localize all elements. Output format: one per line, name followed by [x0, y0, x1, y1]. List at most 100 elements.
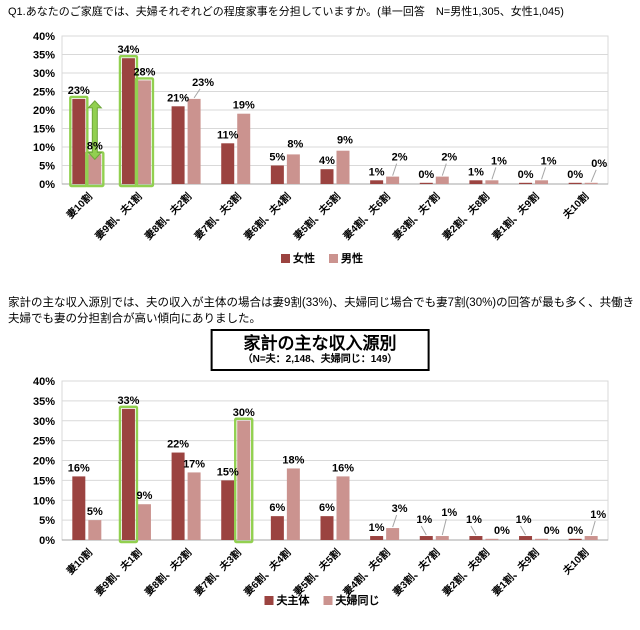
data-label: 0% [544, 525, 560, 537]
data-label: 0% [567, 525, 583, 537]
bar [137, 80, 151, 184]
bar [519, 536, 533, 540]
income-chart-title: 家計の主な収入源別 [243, 334, 397, 353]
data-label: 8% [287, 138, 303, 150]
data-label: 5% [87, 506, 103, 518]
data-label: 0% [418, 169, 434, 181]
bar [286, 468, 300, 540]
x-axis-category-label: 妻2割、夫8割 [440, 190, 492, 242]
q1-question-title: Q1.あなたのご家庭では、夫婦それぞれどの程度家事を分担していますか。(単一回答… [8, 6, 564, 18]
bar [221, 143, 235, 184]
data-label: 3% [392, 503, 408, 515]
highlight-outline [234, 417, 254, 544]
bar [519, 182, 533, 184]
bar [485, 180, 499, 184]
data-label: 1% [369, 166, 385, 178]
data-label: 16% [68, 462, 90, 474]
x-axis-category-label: 妻4割、夫6割 [340, 190, 392, 242]
data-label: 17% [183, 458, 205, 470]
summary-text: 家計の主な収入源別では、夫の収入が主体の場合は妻9割(33%)、夫婦同じ場合でも… [8, 296, 635, 325]
legend-swatch [281, 254, 290, 263]
x-axis-category-label: 妻1割、夫9割 [489, 190, 541, 242]
data-label: 1% [590, 509, 606, 521]
y-axis-tick-label: 35% [33, 396, 55, 408]
bar [535, 180, 549, 184]
legend-label: 女性 [293, 251, 315, 265]
data-label: 15% [217, 466, 239, 478]
bar [72, 98, 86, 184]
x-axis-category-label: 妻6割、夫4割 [241, 546, 293, 598]
highlight-outline [69, 95, 89, 188]
data-label: 1% [516, 514, 532, 526]
y-axis-tick-label: 40% [33, 31, 55, 43]
bar [171, 452, 185, 540]
bar [568, 538, 582, 540]
data-label: 8% [87, 140, 103, 152]
bar [370, 180, 384, 184]
bar [584, 536, 598, 540]
bar [419, 182, 433, 184]
bar [568, 182, 582, 184]
data-label: 19% [233, 100, 255, 112]
x-axis-category-label: 妻5割、夫5割 [291, 190, 343, 242]
y-axis-tick-label: 0% [39, 535, 55, 547]
data-label: 0% [518, 169, 534, 181]
income-chart-subtitle: （N=夫：2,148、夫婦同じ：149） [242, 354, 398, 365]
data-label: 1% [369, 522, 385, 534]
label-leader-line [392, 514, 398, 528]
legend-label: 夫婦同じ [336, 593, 380, 607]
data-label: 11% [217, 129, 239, 141]
x-axis-category-label: 夫10割 [559, 546, 591, 578]
data-label: 2% [441, 152, 457, 164]
y-axis-tick-label: 35% [33, 50, 55, 62]
bar [370, 536, 384, 540]
bar [270, 165, 284, 184]
data-label: 1% [541, 155, 557, 167]
bar [584, 182, 598, 184]
bar [336, 476, 350, 540]
highlight-outline [118, 405, 139, 544]
data-label: 4% [319, 155, 335, 167]
income-source-chart: 0% 5% 10% 15% 20% 25% 30% 35% 40% 16% 33% 22% 15% 6% 6… [33, 376, 609, 607]
data-label: 9% [137, 490, 153, 502]
label-leader-line [590, 520, 596, 536]
bar [419, 536, 433, 540]
y-axis-tick-label: 40% [33, 376, 55, 388]
y-axis-tick-label: 30% [33, 68, 55, 80]
legend-label: 男性 [341, 251, 363, 265]
data-label: 1% [416, 514, 432, 526]
y-axis-tick-label: 30% [33, 416, 55, 428]
bar [171, 106, 185, 184]
y-axis-tick-label: 10% [33, 495, 55, 507]
data-label: 23% [68, 85, 90, 97]
data-label: 16% [332, 462, 354, 474]
bar [435, 176, 449, 184]
bar [237, 420, 251, 540]
x-axis-category-label: 妻8割、夫2割 [142, 546, 194, 598]
y-axis-tick-label: 25% [33, 436, 55, 448]
data-label: 1% [491, 155, 507, 167]
x-axis-category-label: 妻9割、夫1割 [92, 190, 144, 242]
y-axis-tick-label: 15% [33, 124, 55, 136]
y-axis-tick-label: 5% [39, 515, 55, 527]
bar [72, 476, 86, 540]
bar [221, 480, 235, 540]
data-label: 1% [441, 507, 457, 519]
x-axis-category-label: 妻10割 [64, 190, 95, 221]
label-leader-line [193, 88, 201, 99]
y-axis-tick-label: 20% [33, 456, 55, 468]
label-leader-line [520, 525, 526, 536]
data-label: 1% [466, 514, 482, 526]
label-leader-line [491, 167, 497, 180]
y-axis-tick-label: 20% [33, 105, 55, 117]
bar [121, 408, 135, 540]
gap-arrow [87, 100, 103, 161]
bar [469, 536, 483, 540]
data-label: 1% [468, 166, 484, 178]
bar [121, 58, 135, 185]
bar [535, 538, 549, 540]
bar [270, 516, 284, 540]
legend-swatch [264, 596, 274, 605]
x-axis-category-label: 妻9割、夫1割 [92, 546, 144, 598]
